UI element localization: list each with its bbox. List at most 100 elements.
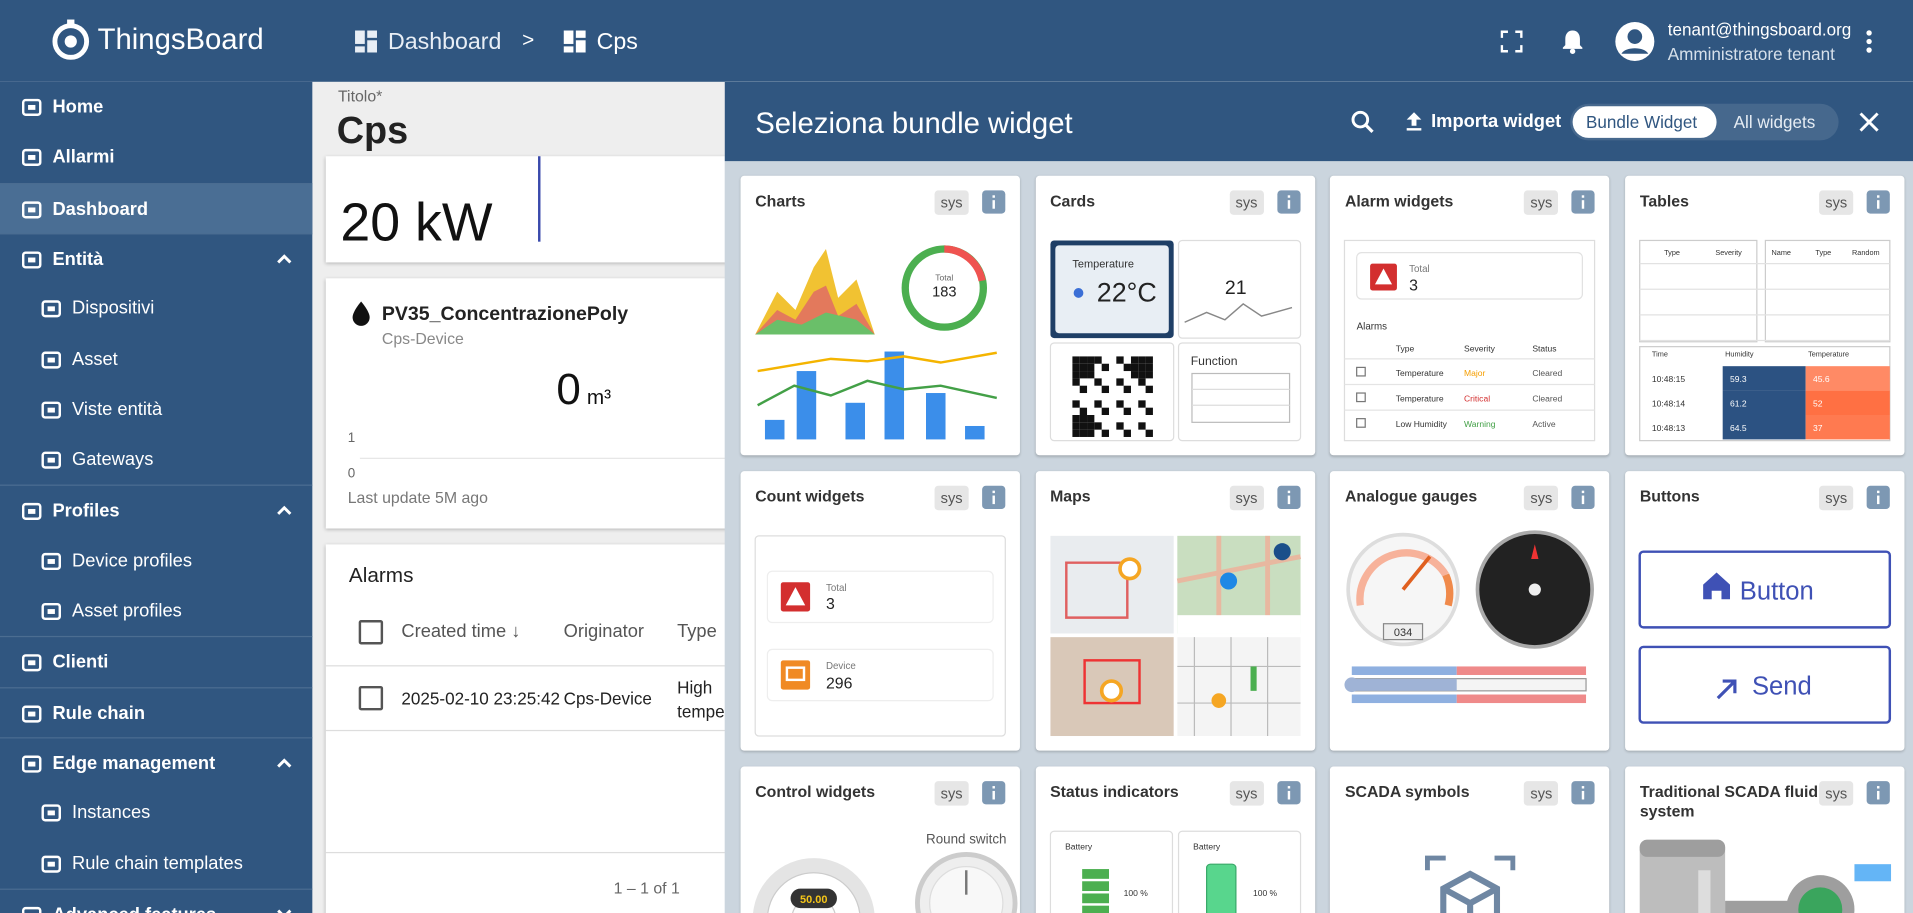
shape [1211,693,1226,708]
dashboard-icon [563,30,586,53]
import-button[interactable]: Importa widget [1431,111,1562,132]
menu-label[interactable]: Profiles [52,500,120,522]
menu-label[interactable]: Home [52,96,104,118]
more-button[interactable] [1864,29,1874,53]
menu-label[interactable]: Rule chain templates [71,852,243,874]
info-button[interactable] [982,190,1006,214]
info-button[interactable] [1571,781,1596,805]
checkbox[interactable] [358,685,384,711]
menu-item[interactable]: Allarmi [0,132,312,182]
menu-item[interactable]: Dashboard [0,182,313,234]
info-button[interactable] [1571,190,1596,214]
bundle-card[interactable]: Type Severity Name Type Random Time Humidity T… [1625,175,1905,456]
menu-label[interactable]: Dispositivi [71,298,155,319]
shape [1725,900,1799,913]
checkbox[interactable] [358,620,384,645]
info-icon [992,195,995,209]
menu-item[interactable]: Dispositivi [0,283,312,333]
menu-label[interactable]: Dashboard [52,198,149,220]
menu-label[interactable]: Viste entità [71,398,163,420]
breadcrumb[interactable]: Cps [596,29,638,55]
dashboard-title: Cps [336,108,409,152]
menu-label[interactable]: Clienti [52,652,109,673]
expand-caret[interactable] [276,757,293,769]
bundle-card[interactable]: Total 3 Device 296 Count widgets sys [740,471,1020,751]
bundle-card[interactable]: Battery Battery 100 % 100 % Status indicat… [1035,766,1315,913]
close-button[interactable] [1858,111,1880,133]
menu-item[interactable]: Profiles [0,485,313,536]
shape [1137,371,1146,379]
menu-item[interactable]: Home [0,82,312,132]
bundle-card[interactable]: 50.00 Round switch Control widgets sys [740,766,1020,913]
menu-item[interactable]: Entità [0,232,313,284]
info-button[interactable] [1866,781,1890,805]
shape [1115,400,1124,408]
menu-item[interactable]: Gateways [0,435,312,485]
shape [1764,239,1891,343]
menu-item[interactable]: Rule chain templates [0,838,312,888]
menu-label[interactable]: Rule chain [52,702,146,724]
search-button[interactable] [1351,110,1375,134]
menu-item[interactable]: Rule chain [0,686,313,738]
info-button[interactable] [1276,485,1301,509]
logo[interactable]: ThingsBoard [97,23,264,57]
column-header[interactable]: Created time ↓ [401,621,521,643]
info-button[interactable] [1276,781,1301,805]
toggle-selected[interactable] [1572,106,1717,138]
fullscreen-button[interactable] [1500,30,1523,53]
toggle-option[interactable]: Bundle Widget [1586,112,1698,132]
shape [1176,637,1301,737]
menu-label[interactable]: Entità [52,248,104,270]
info-icon [1582,490,1585,505]
menu-label[interactable]: Instances [71,802,151,823]
bundle-card[interactable]: SCADA symbols sys [1330,766,1610,913]
bundle-card[interactable]: Button Send Buttons sys [1625,471,1905,751]
info-button[interactable] [1866,190,1890,214]
menu-label[interactable]: Gateways [71,449,154,471]
expand-caret[interactable] [276,253,293,265]
bundle-card[interactable]: Total 3 Alarms Type Severity Status Temperat… [1330,175,1610,456]
top-bar: ThingsBoard Dashboard > Cps tenant@thing… [0,0,1913,82]
menu-label[interactable]: Device profiles [71,550,193,571]
row-divider [325,729,741,732]
menu-label[interactable]: Allarmi [52,146,115,168]
bundle-card[interactable]: Maps sys [1035,471,1315,751]
expand-caret[interactable] [276,908,293,913]
column-header[interactable]: Type [677,621,717,643]
menu-label[interactable]: Asset profiles [71,600,182,622]
menu-item[interactable]: Edge management [0,737,313,788]
shape [47,357,55,362]
shape [780,660,811,690]
menu-item[interactable]: Asset profiles [0,586,312,636]
info-button[interactable] [1276,190,1301,214]
shape [1115,378,1124,386]
shape [1049,830,1173,913]
column-header[interactable]: Originator [563,621,645,643]
menu-item[interactable]: Advanced features [0,888,313,913]
bundle-card[interactable]: Traditional SCADA fluid system sys [1625,766,1905,913]
shape [1287,490,1290,494]
menu-item[interactable]: Asset [0,334,312,384]
info-button[interactable] [982,781,1006,805]
bundle-card[interactable]: Temperature 22°C 21 Function Cards sys [1035,175,1315,456]
menu-item[interactable]: Device profiles [0,535,312,585]
menu-label[interactable]: Advanced features [52,904,216,913]
menu-label[interactable]: Asset [71,348,118,370]
avatar[interactable] [1614,21,1655,63]
info-icon [1877,195,1880,209]
menu-item[interactable]: Viste entità [0,384,312,434]
notifications-button[interactable] [1560,28,1584,55]
bundle-card[interactable]: Total 183 Charts sys [740,175,1020,456]
bundle-card[interactable]: 034 Analogue gauges sys [1330,471,1610,751]
menu-item[interactable]: Instances [0,788,312,838]
menu-item[interactable]: Clienti [0,636,313,687]
shape [1101,407,1109,416]
expand-caret[interactable] [276,505,293,517]
toggle-option[interactable]: All widgets [1733,112,1816,132]
shape [1072,363,1080,372]
info-button[interactable] [1571,485,1596,509]
menu-label[interactable]: Edge management [52,752,216,774]
info-button[interactable] [1866,485,1890,509]
info-button[interactable] [982,485,1006,509]
breadcrumb[interactable]: Dashboard [387,29,502,55]
